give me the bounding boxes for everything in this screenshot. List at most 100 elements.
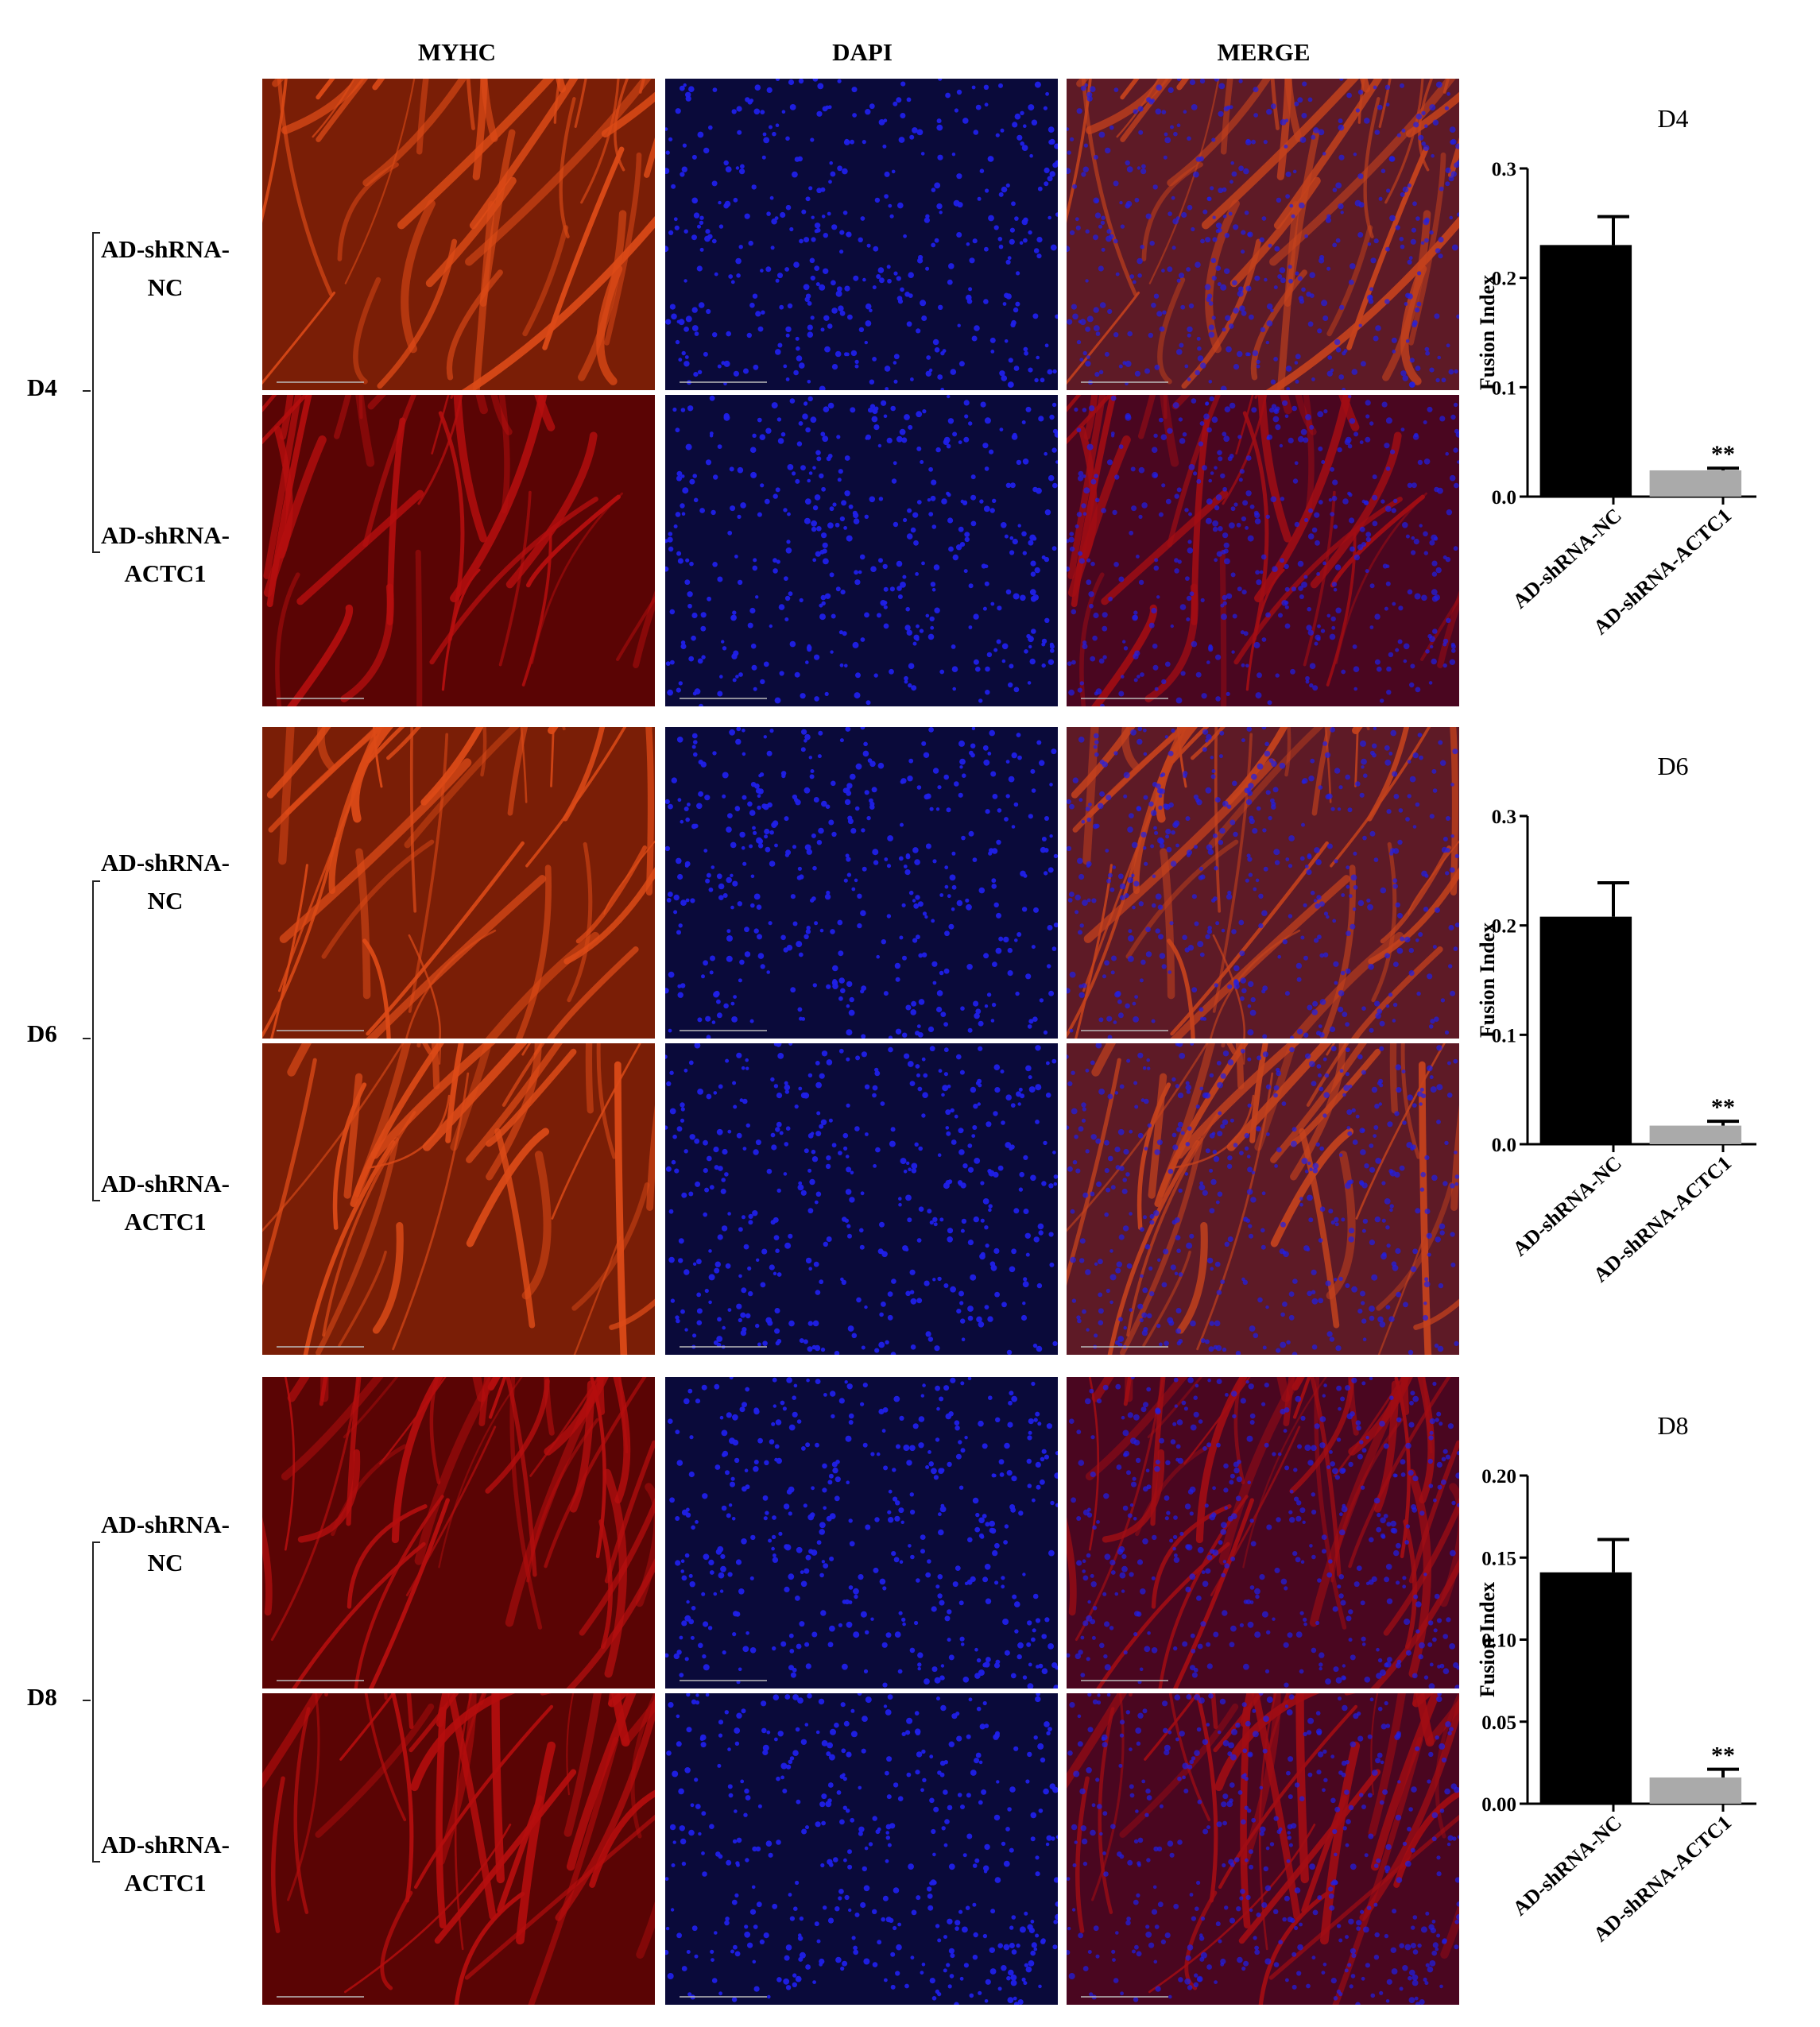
nucleus [769,624,773,629]
nucleus [940,1012,947,1017]
nucleus [1114,474,1120,480]
nucleus [696,803,703,810]
nucleus [1125,203,1131,209]
nucleus [1200,598,1205,602]
nucleus [1047,176,1053,182]
nucleus [718,895,724,900]
nucleus [873,860,879,865]
nucleus [1083,143,1088,148]
nucleus [1410,663,1415,669]
nucleus [984,1564,991,1570]
nucleus [1369,1537,1374,1543]
nucleus [683,1398,690,1405]
nucleus [1386,690,1392,695]
nucleus [1106,229,1112,234]
nucleus [1342,1012,1348,1017]
nucleus [1209,1073,1214,1077]
nucleus [986,992,992,997]
nucleus [746,332,752,338]
nucleus [1274,860,1280,865]
nucleus [1423,145,1430,151]
nucleus [1104,1664,1111,1671]
myotube-fiber [322,1111,416,1337]
nucleus [1316,1064,1322,1069]
nucleus [1140,1227,1144,1232]
nucleus [665,1125,668,1130]
nucleus [810,769,815,773]
nucleus [1017,1102,1021,1106]
nucleus [1289,1489,1294,1494]
nucleus [839,250,844,254]
nucleus [1268,243,1272,248]
nucleus [1364,1677,1371,1683]
nucleus [978,1321,985,1328]
nucleus [807,478,811,483]
nucleus [807,1208,814,1214]
nucleus [1179,1053,1186,1059]
nucleus [1393,961,1399,967]
nucleus [780,771,787,776]
nucleus [1226,691,1230,696]
nucleus [869,496,876,503]
nucleus [1208,1346,1214,1352]
nuclei [665,1377,1058,1689]
nucleus [997,605,1002,611]
nucleus [1104,1168,1109,1174]
nucleus [749,1647,757,1654]
nucleus [680,474,685,478]
nucleus [957,323,961,327]
myotube-fiber [380,1890,413,1990]
nucleus [1118,1317,1123,1322]
myotube-fiber [1400,1043,1421,1159]
nucleus [823,1393,827,1397]
nucleus [1428,1620,1434,1626]
nucleus [1434,1343,1439,1348]
myotube-fiber [415,549,423,706]
nucleus [893,379,898,384]
nucleus [1140,1406,1147,1413]
nucleus [805,427,811,433]
nucleus [1361,1642,1366,1646]
nucleus [1335,1345,1342,1352]
nucleus [1221,1572,1226,1578]
nucleus [1159,953,1166,959]
myotube-fiber [559,97,576,238]
nucleus [1218,1540,1223,1545]
nucleus [1325,1280,1331,1286]
nucleus [1415,366,1421,371]
nucleus [840,988,846,994]
nucleus [1311,377,1315,381]
nucleus [984,1843,990,1851]
nucleus [819,284,826,291]
nucleus [1001,1576,1005,1580]
nucleus [943,1182,950,1190]
nucleus [675,1429,680,1434]
nucleus [1219,730,1225,736]
nucleus [1304,517,1309,523]
nucleus [1128,929,1133,934]
nucleus [781,110,786,114]
nucleus [1222,486,1227,492]
nucleus [1368,964,1374,970]
nucleus [960,1642,965,1646]
nucleus [717,364,722,369]
nucleus [1339,79,1344,81]
myotube-fiber [485,1378,550,1494]
nucleus [761,1727,767,1734]
nucleus [1206,1554,1213,1561]
nucleus [958,1290,964,1297]
nucleus [741,1708,746,1714]
nucleus [1253,87,1259,93]
nucleus [1422,1314,1429,1321]
myotube-fiber [1377,1236,1426,1355]
nucleus [757,805,761,810]
nucleus [879,1578,886,1585]
nucleus [1168,970,1171,974]
nucleus [1321,460,1326,464]
micrograph-image [262,1377,655,1689]
nucleus [1267,700,1272,706]
nucleus [854,1126,860,1131]
nucleus [1295,354,1301,360]
nucleus [1253,113,1258,118]
myotube-fiber [1335,492,1427,664]
